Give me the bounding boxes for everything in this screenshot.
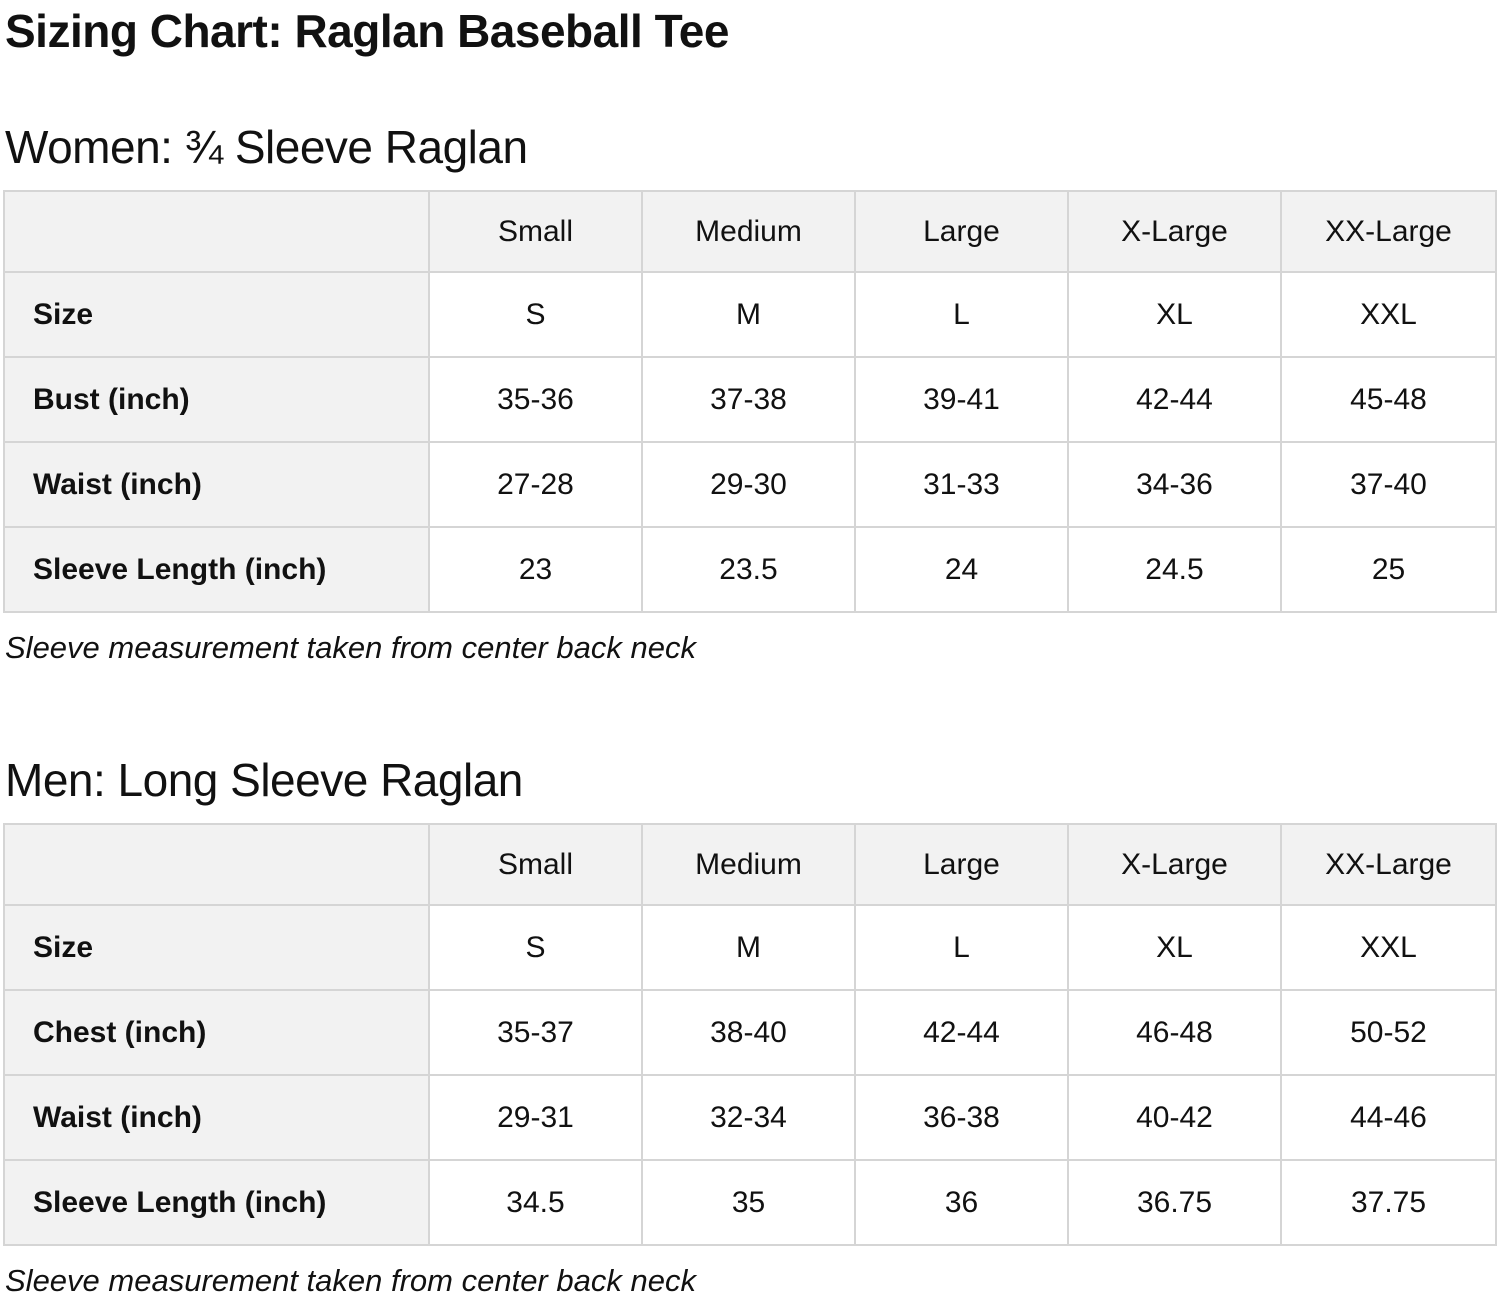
table-header-row: Small Medium Large X-Large XX-Large [3,190,1497,273]
corner-cell [3,823,430,906]
row-label: Size [3,271,430,358]
value-cell: 34.5 [428,1159,643,1246]
column-header-x-large: X-Large [1067,823,1282,906]
value-cell: 36 [854,1159,1069,1246]
sizing-table-women: Small Medium Large X-Large XX-Large Size… [3,190,1497,613]
sleeve-measurement-note-men: Sleeve measurement taken from center bac… [5,1263,696,1298]
table-row-chest: Chest (inch) 35-37 38-40 42-44 46-48 50-… [3,989,1497,1076]
value-cell: 38-40 [641,989,856,1076]
row-label: Chest (inch) [3,989,430,1076]
value-cell: 44-46 [1280,1074,1497,1161]
value-cell: 23.5 [641,526,856,613]
table-row-sleeve-length: Sleeve Length (inch) 23 23.5 24 24.5 25 [3,526,1497,613]
column-header-small: Small [428,823,643,906]
sizing-chart-page: Sizing Chart: Raglan Baseball Tee Women:… [0,4,1500,1315]
column-header-medium: Medium [641,823,856,906]
page-title: Sizing Chart: Raglan Baseball Tee [5,5,729,57]
section-heading-men: Men: Long Sleeve Raglan [5,754,523,806]
value-cell: 24.5 [1067,526,1282,613]
value-cell: M [641,904,856,991]
table-row-sleeve-length: Sleeve Length (inch) 34.5 35 36 36.75 37… [3,1159,1497,1246]
section-heading-women: Women: ¾ Sleeve Raglan [5,121,528,173]
value-cell: S [428,271,643,358]
value-cell: XXL [1280,271,1497,358]
table-row-size: Size S M L XL XXL [3,271,1497,358]
value-cell: 25 [1280,526,1497,613]
table-row-size: Size S M L XL XXL [3,904,1497,991]
value-cell: XL [1067,271,1282,358]
value-cell: 42-44 [854,989,1069,1076]
column-header-x-large: X-Large [1067,190,1282,273]
column-header-xx-large: XX-Large [1280,823,1497,906]
column-header-xx-large: XX-Large [1280,190,1497,273]
value-cell: 35-37 [428,989,643,1076]
value-cell: XXL [1280,904,1497,991]
row-label: Sleeve Length (inch) [3,526,430,613]
sizing-table-men: Small Medium Large X-Large XX-Large Size… [3,823,1497,1246]
value-cell: 32-34 [641,1074,856,1161]
value-cell: 31-33 [854,441,1069,528]
value-cell: 37-38 [641,356,856,443]
value-cell: 37-40 [1280,441,1497,528]
row-label: Sleeve Length (inch) [3,1159,430,1246]
value-cell: M [641,271,856,358]
corner-cell [3,190,430,273]
value-cell: 45-48 [1280,356,1497,443]
table-row-bust: Bust (inch) 35-36 37-38 39-41 42-44 45-4… [3,356,1497,443]
value-cell: XL [1067,904,1282,991]
sleeve-measurement-note-women: Sleeve measurement taken from center bac… [5,630,696,665]
table-row-waist: Waist (inch) 27-28 29-30 31-33 34-36 37-… [3,441,1497,528]
table-row-waist: Waist (inch) 29-31 32-34 36-38 40-42 44-… [3,1074,1497,1161]
value-cell: L [854,904,1069,991]
row-label: Bust (inch) [3,356,430,443]
value-cell: 34-36 [1067,441,1282,528]
column-header-large: Large [854,823,1069,906]
value-cell: 36-38 [854,1074,1069,1161]
row-label: Waist (inch) [3,1074,430,1161]
column-header-large: Large [854,190,1069,273]
value-cell: 24 [854,526,1069,613]
value-cell: 40-42 [1067,1074,1282,1161]
value-cell: 39-41 [854,356,1069,443]
value-cell: L [854,271,1069,358]
column-header-small: Small [428,190,643,273]
value-cell: 35-36 [428,356,643,443]
value-cell: 46-48 [1067,989,1282,1076]
value-cell: 35 [641,1159,856,1246]
value-cell: 37.75 [1280,1159,1497,1246]
table-header-row: Small Medium Large X-Large XX-Large [3,823,1497,906]
value-cell: 29-31 [428,1074,643,1161]
value-cell: 23 [428,526,643,613]
column-header-medium: Medium [641,190,856,273]
value-cell: 42-44 [1067,356,1282,443]
value-cell: 36.75 [1067,1159,1282,1246]
row-label: Size [3,904,430,991]
value-cell: 50-52 [1280,989,1497,1076]
value-cell: S [428,904,643,991]
row-label: Waist (inch) [3,441,430,528]
value-cell: 27-28 [428,441,643,528]
value-cell: 29-30 [641,441,856,528]
